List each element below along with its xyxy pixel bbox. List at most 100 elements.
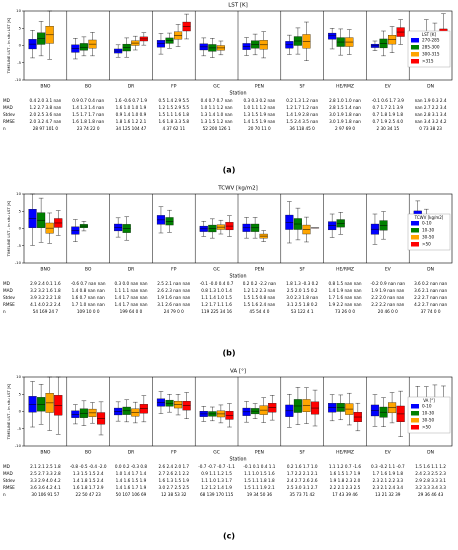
table-cell: 2.6 2.3 nan nan [157, 288, 190, 293]
table-cell: nan 2.8 3.1 3.4 [415, 112, 447, 117]
table-cell: 3.0 2.7 2.5 2.5 [158, 485, 189, 490]
table-cell: 1.2 1.5 2.9 5.5 [158, 105, 189, 110]
table-cell: 1.9 1.8 2.3 2.0 [330, 478, 361, 483]
table-cell: 109 10 0 0 [77, 309, 100, 314]
table-cell: 1.7 1.0 nan nan [72, 302, 105, 307]
table-cell: 2.7 2.6 2.1 2.2 [158, 471, 189, 476]
table-cell: 0.3 0.3 0.2 nan [243, 98, 275, 103]
table-cell: 1.4 1.7 nan nan [114, 295, 147, 300]
table-cell: 3.6 0.2 nan nan [414, 281, 447, 286]
x-tick-label: DN [427, 450, 434, 456]
table-cell: 22 50 47 23 [76, 492, 102, 497]
table-cell: 4.2 2.7 nan nan [414, 302, 447, 307]
x-tick-label: SF [299, 267, 305, 273]
table-cell: 1.6 1.8 1.8 nan [72, 119, 104, 124]
table-cell: 2.5 2.0 1.5 0.2 [287, 288, 318, 293]
x-tick-label: HE/RMZ [336, 84, 354, 90]
legend-title: LST [K] [422, 32, 437, 37]
table-cell: 199 64 0 0 [120, 309, 143, 314]
table-cell: 1.5 1.1 1.9 2.1 [244, 485, 275, 490]
table-cell: 1.0 1.1 1.2 nan [201, 105, 233, 110]
table-row-label: n [3, 309, 6, 314]
table-cell: 0 73 38 23 [419, 126, 442, 131]
y-tick-label: 10 [16, 8, 21, 13]
table-cell: 0.4 0.7 0.7 nan [201, 98, 233, 103]
x-tick-label: BO [85, 450, 92, 456]
x-axis-label: Station [229, 274, 246, 280]
table-cell: 1.4 1.6 1.5 1.9 [116, 478, 147, 483]
x-tick-label: BO [85, 84, 92, 90]
x-tick-label: GC [213, 450, 220, 456]
table-cell: nan 3.4 3.2 4.2 [415, 119, 447, 124]
table-cell: 1.1 1.1 nan nan [114, 288, 147, 293]
table-cell: 2 30 34 15 [376, 126, 399, 131]
panel-label: (c) [223, 532, 235, 541]
table-cell: 2.2 2.7 nan nan [414, 295, 447, 300]
table-row-label: n [3, 492, 6, 497]
legend-swatch [411, 38, 419, 43]
table-cell: 1.2 1.2 2.3 nan [243, 288, 275, 293]
x-axis-label: Station [229, 91, 246, 97]
table-cell: 0.9 0.7 0.4 nan [72, 98, 104, 103]
table-row-label: Stdev [3, 295, 16, 300]
table-cell: 45 54 4 0 [249, 309, 269, 314]
legend-label: 10-30 [422, 410, 435, 415]
y-tick-label: 5 [19, 391, 22, 396]
x-tick-label: DR [128, 450, 135, 456]
x-tick-label: GC [213, 84, 220, 90]
table-cell: 1.7 2.2 2.1 2.1 [287, 471, 318, 476]
table-cell: 2.6 2.4 2.0 1.7 [158, 464, 189, 469]
table-cell: 35 73 71 42 [290, 492, 316, 497]
y-axis-label: TIMELINE LST - in situ LST [K] [6, 200, 11, 257]
legend-title: TCWV [kg/m2] [414, 215, 444, 220]
y-tick-label: 10 [16, 191, 21, 196]
table-row-label: n [3, 126, 6, 131]
x-tick-label: HE/RMZ [336, 450, 354, 456]
legend-swatch [411, 59, 419, 64]
legend-label: 30-50 [422, 234, 435, 239]
chart-title: VA [°] [230, 369, 246, 375]
table-cell: 3.9 3.2 2.2 1.8 [30, 295, 61, 300]
table-cell: 1.1 1.2 0.7 -1.6 [329, 464, 361, 469]
table-cell: 2.9 2.8 3.3 3.1 [415, 478, 446, 483]
table-cell: 0.2 0.2 -2.2 nan [243, 281, 277, 286]
legend-swatch [411, 418, 419, 423]
table-cell: 2.2 2.1 2.3 2.5 [330, 485, 361, 490]
x-tick-label: DN [427, 84, 434, 90]
table-cell: 3.3 2.9 4.0 4.2 [30, 478, 61, 483]
table-cell: 2.8 1.5 1.4 nan [329, 105, 361, 110]
y-tick-label: 0 [19, 43, 22, 48]
legend-label: 300-315 [422, 51, 440, 56]
table-cell: 1.5 2.4 3.5 nan [286, 119, 318, 124]
x-tick-label: BNO [40, 450, 50, 456]
table-cell: 1.6 -0.6 0.7 1.9 [115, 98, 147, 103]
x-tick-label: EV [385, 450, 392, 456]
x-tick-label: DR [128, 267, 135, 273]
panel-label: (a) [223, 166, 236, 175]
table-cell: 19 34 50 36 [247, 492, 273, 497]
table-cell: 1.4 1.3 1.4 nan [72, 105, 104, 110]
x-tick-label: PEN [255, 450, 264, 456]
table-cell: 36 118 45 0 [290, 126, 316, 131]
legend-swatch [411, 411, 419, 416]
table-cell: 1.5 1.6 2.4 nan [243, 302, 275, 307]
table-cell: 1.5 1.1 1.8 1.8 [244, 478, 275, 483]
table-cell: 3.2 3.3 3.4 3.3 [415, 485, 446, 490]
table-cell: 2.9 2.4 0.1 1.6 [30, 281, 61, 286]
table-cell: 1.9 2.2 nan nan [328, 302, 361, 307]
table-row-label: MAD [3, 105, 13, 110]
table-cell: 1.6 1.5 1.7 1.9 [330, 471, 361, 476]
table-cell: 2.5 2.7 3.3 2.8 [30, 471, 61, 476]
x-tick-label: BNO [40, 267, 50, 273]
table-cell: 1.7 1.6 nan nan [328, 295, 361, 300]
table-cell: -0.1 0.1 0.4 1.1 [243, 464, 275, 469]
table-cell: 1.8 1.3 -0.3 0.2 [286, 281, 318, 286]
y-tick-label: -10 [15, 260, 22, 265]
table-cell: 0.7 1.7 2.1 3.9 [372, 105, 403, 110]
table-cell: 2.2 2.0 nan nan [371, 295, 404, 300]
table-cell: 1.6 1.8 1.7 2.9 [73, 485, 104, 490]
legend-swatch [411, 52, 419, 57]
box [328, 32, 337, 40]
table-cell: 3.1 2.6 nan nan [157, 302, 190, 307]
table-cell: 1.1 1.0 1.3 1.7 [201, 478, 232, 483]
